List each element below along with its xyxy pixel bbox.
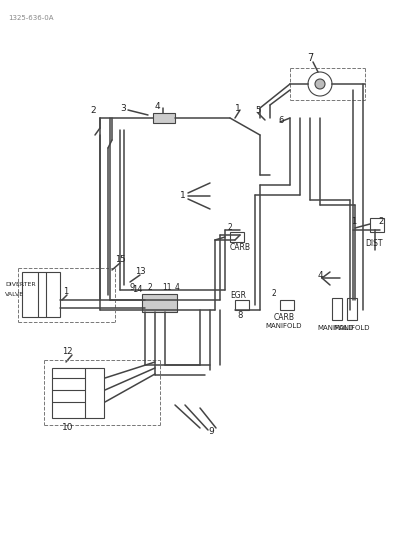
- Bar: [142, 294, 177, 312]
- Text: 5: 5: [254, 106, 260, 115]
- Text: 1: 1: [350, 217, 355, 227]
- Bar: [234, 300, 248, 310]
- Bar: [22, 272, 60, 317]
- Text: 4: 4: [175, 284, 180, 293]
- Text: MANIFOLD: MANIFOLD: [333, 325, 369, 331]
- Text: 2: 2: [377, 217, 382, 227]
- Text: MANIFOLD: MANIFOLD: [265, 323, 301, 329]
- Text: DIVERTER: DIVERTER: [5, 282, 36, 287]
- Text: 2: 2: [271, 288, 276, 297]
- Text: 1: 1: [180, 191, 185, 200]
- Text: 1325-636-0A: 1325-636-0A: [8, 15, 53, 21]
- Text: 14: 14: [132, 286, 142, 295]
- Bar: [346, 298, 356, 320]
- Text: CARB: CARB: [273, 313, 294, 322]
- Bar: [369, 218, 383, 232]
- Text: 11: 11: [162, 284, 171, 293]
- Text: 8: 8: [237, 311, 242, 319]
- Bar: [52, 368, 104, 418]
- Text: 10: 10: [62, 424, 74, 432]
- Text: EGR: EGR: [229, 290, 245, 300]
- Text: VALVE: VALVE: [5, 293, 24, 297]
- Text: 9: 9: [207, 427, 213, 437]
- Text: 15: 15: [115, 255, 125, 264]
- Text: 7: 7: [306, 53, 312, 63]
- Text: CARB: CARB: [229, 244, 250, 253]
- Text: 1: 1: [234, 103, 240, 112]
- Bar: [153, 113, 175, 123]
- Text: 9: 9: [130, 284, 135, 293]
- Bar: [279, 300, 293, 310]
- Text: 12: 12: [62, 348, 72, 357]
- Text: 3: 3: [120, 103, 126, 112]
- Text: 6: 6: [277, 116, 283, 125]
- Text: 4: 4: [317, 271, 323, 279]
- Text: 2: 2: [90, 106, 95, 115]
- Circle shape: [314, 79, 324, 89]
- Text: MANIFOLD: MANIFOLD: [317, 325, 353, 331]
- Text: 4: 4: [155, 101, 160, 110]
- Bar: [229, 232, 243, 242]
- Bar: [331, 298, 341, 320]
- Text: 2: 2: [227, 223, 232, 232]
- Text: 13: 13: [135, 268, 145, 277]
- Text: 1: 1: [63, 287, 68, 296]
- Text: DIST: DIST: [364, 239, 382, 248]
- Text: 2: 2: [148, 284, 153, 293]
